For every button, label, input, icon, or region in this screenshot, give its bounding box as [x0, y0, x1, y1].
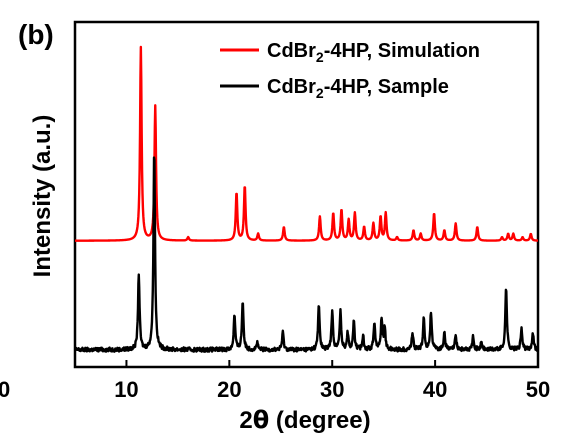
legend-label-sample: CdBr2-4HP, Sample	[267, 76, 449, 101]
series-line-sample	[73, 156, 540, 353]
x-tick-label: 20	[217, 377, 241, 402]
series-line-simulation	[74, 45, 539, 242]
x-axis-label-prefix: 2	[239, 407, 252, 434]
x-ticks: 10 20 30 40 50	[114, 360, 550, 402]
legend: CdBr2-4HP, Simulation CdBr2-4HP, Sample	[220, 40, 480, 101]
series-group	[73, 45, 540, 353]
x-tick-label: 40	[423, 377, 447, 402]
legend-label-simulation: CdBr2-4HP, Simulation	[267, 40, 480, 65]
x-tick-label: 10	[114, 377, 138, 402]
y-axis-label: Intensity (a.u.)	[29, 115, 56, 278]
x-tick-label: 50	[526, 377, 550, 402]
panel-label: (b)	[18, 19, 54, 50]
plot-frame	[73, 20, 540, 369]
x-axis-label-suffix: (degree)	[269, 407, 370, 434]
x-axis-label-theta: θ	[253, 406, 270, 434]
left-edge-tick-label: 0	[0, 377, 10, 402]
x-axis-label: 2θ (degree)	[239, 406, 370, 434]
x-tick-label: 30	[320, 377, 344, 402]
